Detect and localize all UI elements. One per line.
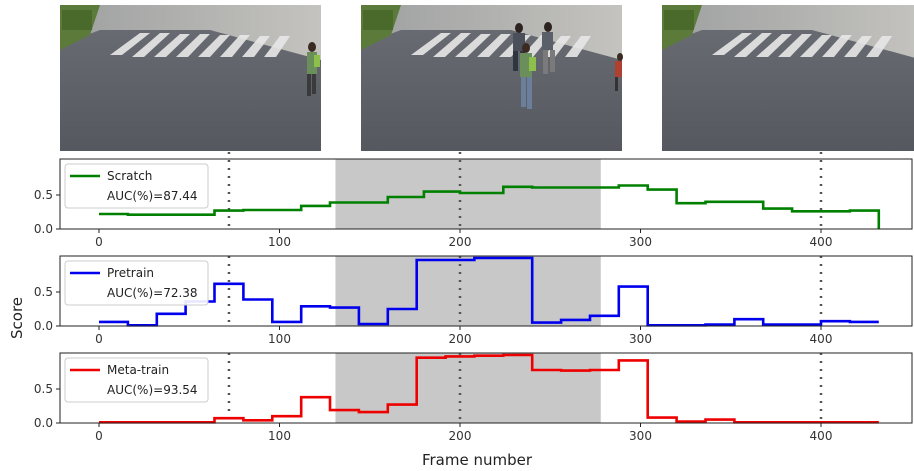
y-tick-label: 0.5	[34, 188, 53, 202]
video-frame-3	[662, 5, 914, 151]
x-tick-label: 300	[629, 429, 652, 443]
y-tick-label: 0.0	[34, 319, 53, 333]
y-tick-label: 0.0	[34, 222, 53, 236]
legend: Meta-train AUC(%)=93.54	[64, 357, 209, 403]
y-tick-label: 0.5	[34, 285, 53, 299]
panel-pretrain: 0.0 0.5 0 100 200 300 400 Pretrain AUC(%)=72.38	[34, 255, 913, 346]
series-line-metatrain	[99, 353, 879, 424]
series-line-pretrain	[99, 256, 879, 327]
x-tick-label: 200	[449, 235, 472, 249]
axes-frame	[59, 158, 913, 230]
legend-box	[64, 357, 209, 403]
x-tick-label: 0	[95, 429, 103, 443]
axes-frame	[59, 352, 913, 424]
legend-auc-text: AUC(%)=72.38	[107, 286, 198, 300]
x-tick-label: 0	[95, 235, 103, 249]
video-frame-1	[60, 5, 321, 151]
legend-box	[64, 260, 209, 306]
legend-auc-text: AUC(%)=87.44	[107, 189, 198, 203]
x-tick-label: 0	[95, 332, 103, 346]
legend-box	[64, 163, 209, 209]
x-tick-label: 100	[268, 332, 291, 346]
y-axis-label: Score	[8, 297, 26, 339]
x-tick-label: 200	[449, 429, 472, 443]
legend: Pretrain AUC(%)=72.38	[64, 260, 209, 306]
legend-series-name: Scratch	[107, 169, 152, 183]
legend-series-name: Meta-train	[107, 363, 169, 377]
axes-frame	[59, 255, 913, 327]
x-tick-label: 400	[810, 332, 833, 346]
x-tick-label: 400	[810, 235, 833, 249]
legend: Scratch AUC(%)=87.44	[64, 163, 209, 209]
anomaly-band	[335, 256, 601, 326]
panel-scratch: 0.0 0.5 0 100 200 300 400 Scratch AUC(%)=87.44	[34, 152, 913, 249]
x-tick-label: 100	[268, 429, 291, 443]
x-axis-label: Frame number	[422, 451, 533, 469]
x-tick-label: 300	[629, 235, 652, 249]
x-tick-label: 400	[810, 429, 833, 443]
score-panels: 0.00.50 100 200 300 400ScratchAUC(%)=87.440.…	[34, 152, 913, 443]
video-frame-2	[361, 5, 623, 151]
panel-metatrain: 0.0 0.5 0 100 200 300 400 Meta-train AUC(%)=93.5…	[34, 352, 913, 443]
legend-auc-text: AUC(%)=93.54	[107, 383, 198, 397]
x-tick-label: 300	[629, 332, 652, 346]
legend-series-name: Pretrain	[107, 266, 154, 280]
series-line-scratch	[99, 184, 881, 229]
y-tick-label: 0.5	[34, 382, 53, 396]
y-tick-label: 0.0	[34, 416, 53, 430]
x-tick-label: 200	[449, 332, 472, 346]
x-tick-label: 100	[268, 235, 291, 249]
